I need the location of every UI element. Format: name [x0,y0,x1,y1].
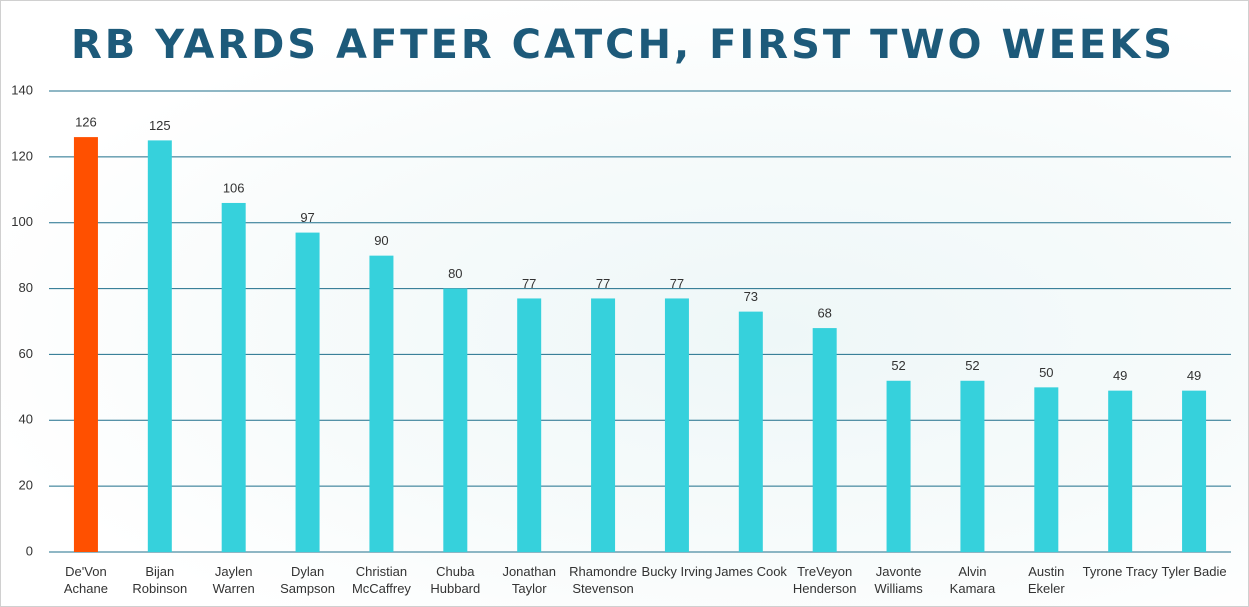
bar [295,232,320,553]
x-tick-label: De'Von Achane [63,564,108,596]
bar [812,328,837,552]
y-tick-label: 120 [11,148,33,163]
value-label: 52 [891,358,905,373]
value-label: 97 [300,210,314,225]
y-tick-label: 140 [11,82,33,97]
bar [443,288,468,552]
y-tick-label: 60 [19,346,33,361]
value-label: 106 [223,180,245,195]
x-tick-label: Alvin Kamara [949,564,996,596]
x-tick-label: Christian McCaffrey [351,564,411,596]
y-tick-label: 100 [11,214,33,229]
bar [886,380,911,552]
y-tick-label: 40 [19,412,33,427]
x-tick-label: Jonathan Taylor [502,564,556,596]
value-label: 77 [596,276,610,291]
x-tick-label: James Cook [714,564,787,579]
chart-title: RB YARDS AFTER CATCH, FIRST TWO WEEKS [71,22,1175,68]
x-tick-label: Dylan Sampson [280,564,336,596]
bar [738,311,763,552]
bar [664,298,689,552]
x-tick-label: Austin Ekeler [1027,564,1065,596]
x-tick-label: Tyler Badie [1161,564,1227,579]
x-tick-label: Chuba Hubbard [430,564,481,596]
y-tick-label: 20 [19,478,33,493]
bar [73,137,98,552]
value-label: 52 [965,358,979,373]
bar [960,380,985,552]
value-label: 68 [817,306,831,321]
y-tick-label: 0 [26,543,33,558]
value-label: 80 [448,266,462,281]
value-label: 73 [744,289,758,304]
bar [1108,390,1133,552]
value-label: 125 [149,118,171,133]
value-label: 49 [1187,368,1201,383]
value-label: 126 [75,115,97,130]
value-label: 90 [374,233,388,248]
x-tick-label: Javonte Williams [874,564,923,596]
bar [1182,390,1207,552]
x-tick-label: Bucky Irving [641,564,713,579]
x-tick-label: TreVeyon Henderson [792,564,857,596]
bar [517,298,542,552]
value-label: 50 [1039,365,1053,380]
x-tick-label: Rhamondre Stevenson [569,564,638,596]
value-label: 77 [522,276,536,291]
bar [369,255,394,552]
y-tick-label: 80 [19,280,33,295]
x-tick-label: Tyrone Tracy [1082,564,1158,579]
bar [1034,387,1059,552]
bar [147,140,172,552]
x-tick-label: Jaylen Warren [212,564,255,596]
value-label: 49 [1113,368,1127,383]
x-tick-label: Bijan Robinson [132,564,188,596]
bar [221,202,246,552]
bar [591,298,616,552]
value-label: 77 [670,276,684,291]
